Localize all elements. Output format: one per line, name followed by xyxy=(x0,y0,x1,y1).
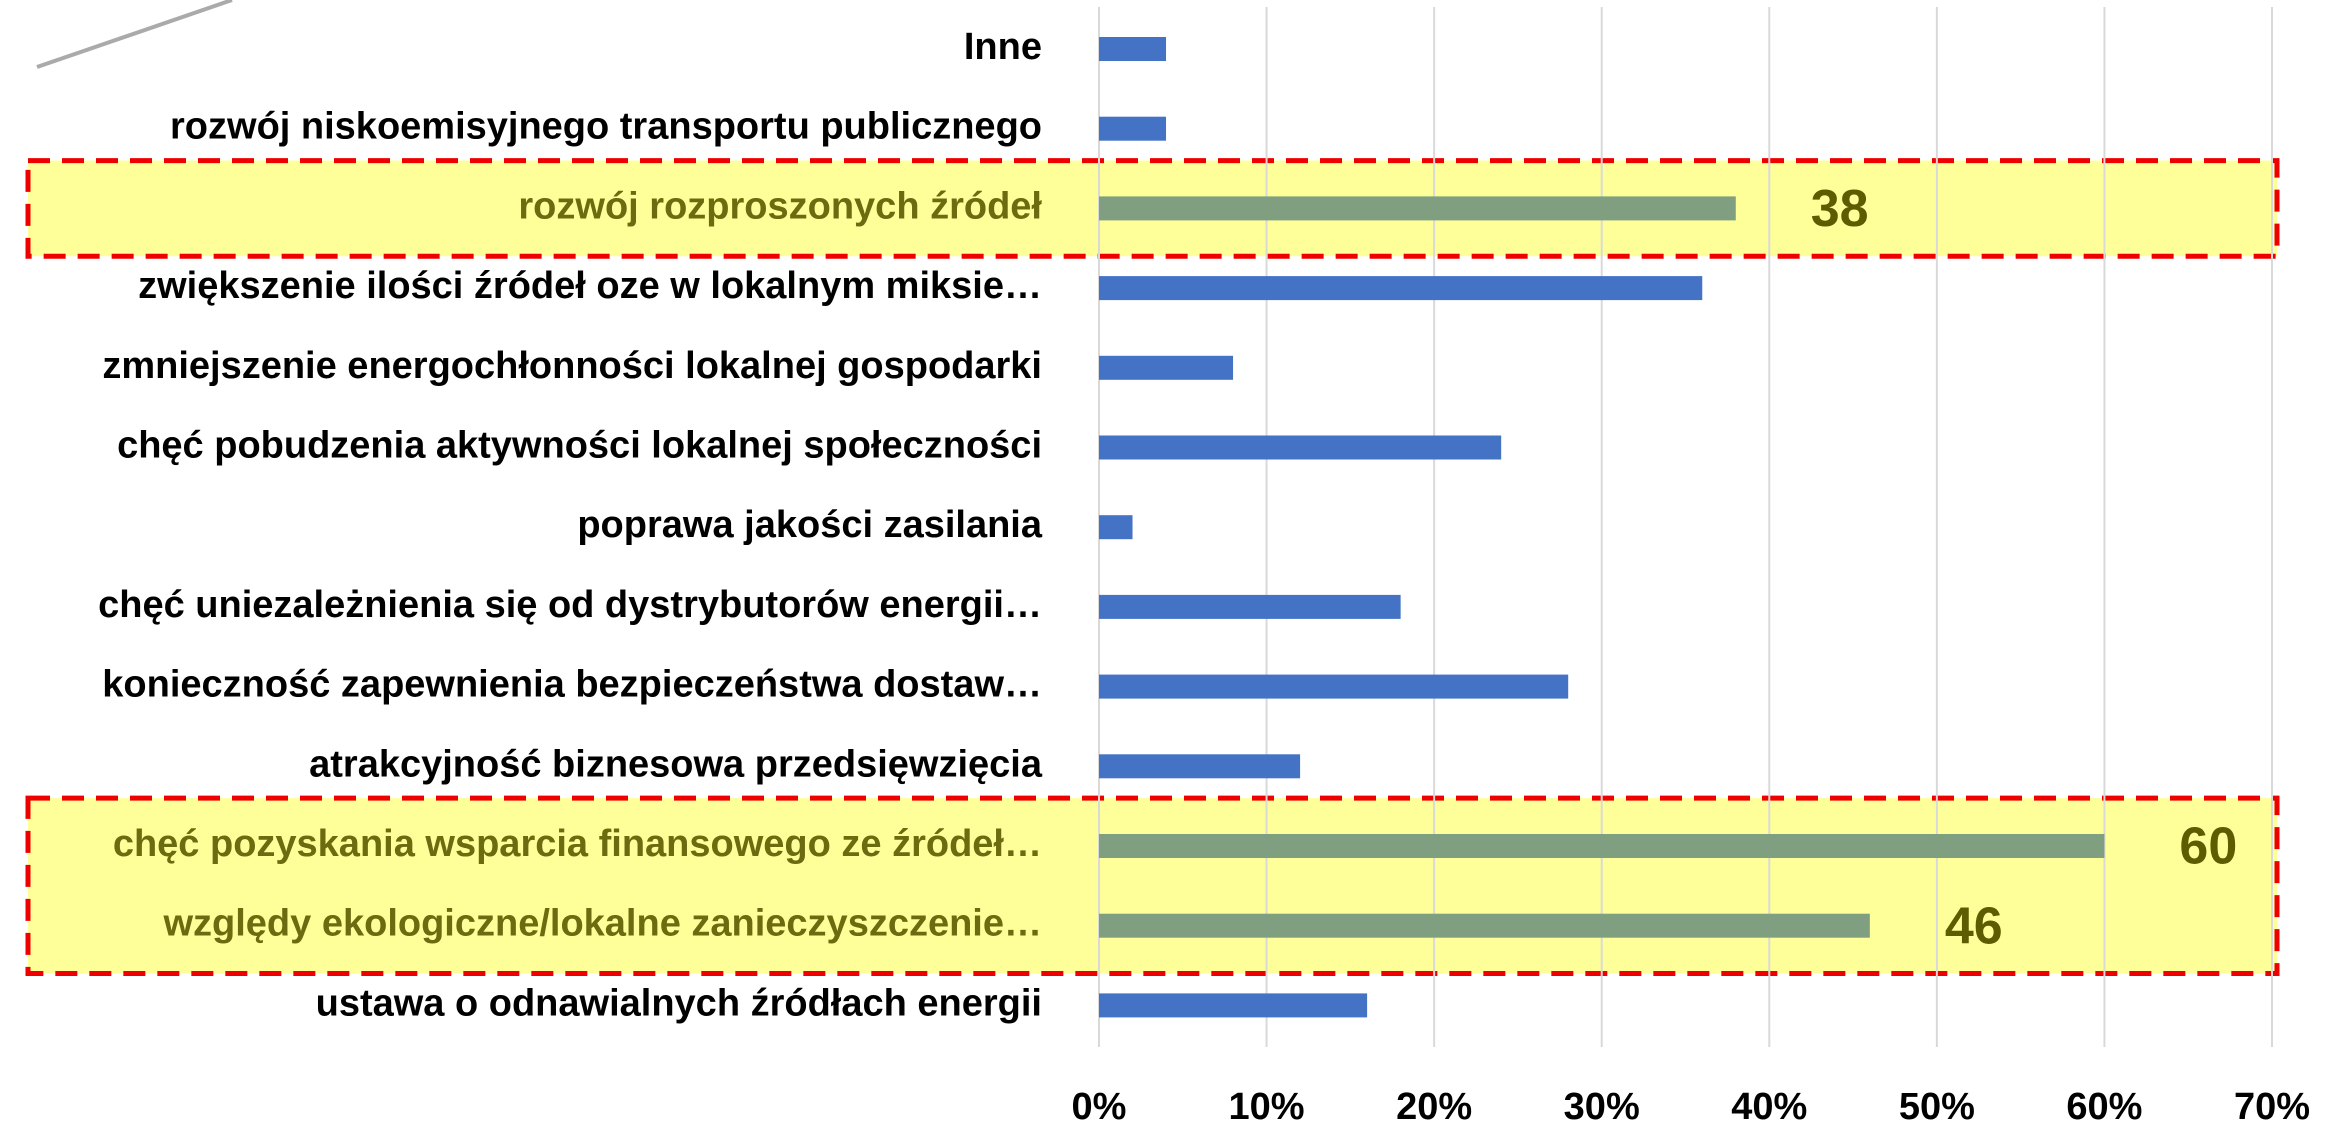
y-tick-label: ustawa o odnawialnych źródłach energii xyxy=(316,982,1042,1024)
bar xyxy=(1099,196,1736,221)
y-tick-label: konieczność zapewnienia bezpieczeństwa d… xyxy=(102,664,1042,706)
bar xyxy=(1099,435,1502,460)
y-tick-label: zmniejszenie energochłonności lokalnej g… xyxy=(102,345,1042,387)
y-tick-label: względy ekologiczne/lokalne zanieczyszcz… xyxy=(162,903,1042,945)
bar xyxy=(1099,355,1234,380)
y-tick-label: chęć uniezależnienia się od dystrybutoró… xyxy=(98,584,1042,626)
bar xyxy=(1099,276,1703,301)
x-tick-label: 60% xyxy=(2066,1086,2142,1125)
y-tick-label: atrakcyjność biznesowa przedsięwzięcia xyxy=(309,743,1043,785)
bar xyxy=(1099,116,1167,141)
decoration xyxy=(36,0,233,69)
x-tick-label: 30% xyxy=(1564,1086,1640,1125)
y-tick-label: rozwój niskoemisyjnego transportu public… xyxy=(170,106,1042,148)
y-tick-label: Inne xyxy=(964,26,1042,68)
y-tick-label: poprawa jakości zasilania xyxy=(577,504,1043,546)
bar xyxy=(1099,754,1301,779)
bar xyxy=(1099,515,1133,540)
bar xyxy=(1099,37,1167,61)
bar xyxy=(1099,834,2105,858)
highlight-box xyxy=(25,795,2280,977)
y-tick-label: zwiększenie ilości źródeł oze w lokalnym… xyxy=(138,265,1042,307)
x-tick-label: 40% xyxy=(1731,1086,1807,1125)
x-tick-label: 70% xyxy=(2234,1086,2310,1125)
x-tick-label: 50% xyxy=(1899,1086,1975,1125)
y-tick-label: chęć pozyskania wsparcia finansowego ze … xyxy=(113,823,1042,865)
bar xyxy=(1099,993,1368,1018)
x-tick-label: 10% xyxy=(1229,1086,1305,1125)
y-tick-label: rozwój rozproszonych źródeł xyxy=(518,185,1042,227)
data-label: 60 xyxy=(2179,818,2237,876)
bar xyxy=(1099,913,1870,938)
x-tick-label: 0% xyxy=(1072,1086,1127,1125)
y-tick-label: chęć pobudzenia aktywności lokalnej społ… xyxy=(117,425,1042,467)
data-label: 46 xyxy=(1945,897,2003,955)
data-label: 38 xyxy=(1811,180,1869,238)
bar xyxy=(1099,594,1401,619)
bar xyxy=(1099,674,1569,699)
x-tick-label: 20% xyxy=(1396,1086,1472,1125)
